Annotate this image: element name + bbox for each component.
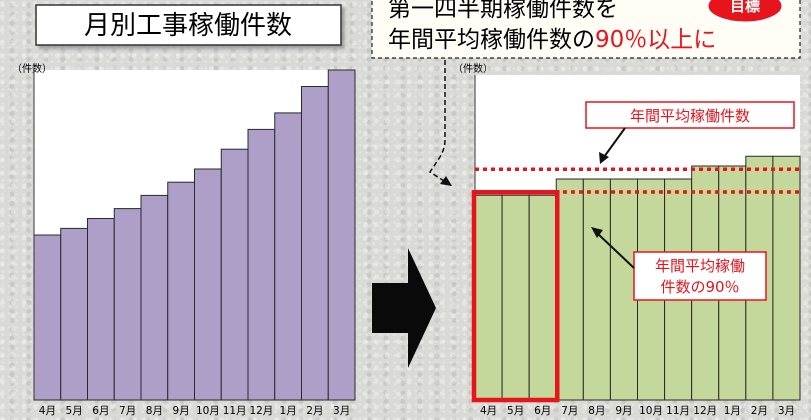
x-tick-label: 4月: [39, 405, 56, 417]
x-tick-label: 3月: [333, 405, 350, 417]
left-chart: （件数） 4月 5月 6月 7月 8月 9月 10月 11月 12月 1月 2月 3月: [12, 62, 356, 417]
right-chart: （件数） 4月 5月 6月 7月 8月 9月 10月 11月 12月 1月 2月 3月 年間平均稼働件…: [453, 62, 801, 417]
transition-arrow-icon: [372, 248, 436, 368]
callout-leader-arrowhead: [440, 176, 452, 186]
bar-2: [501, 194, 530, 401]
x-tick-label: 1月: [280, 405, 297, 417]
x-tick-label: 9月: [615, 405, 632, 417]
bar-4: [555, 178, 584, 401]
bar-9: [247, 128, 276, 401]
x-tick-label: 11月: [666, 405, 690, 417]
x-tick-label: 3月: [778, 405, 795, 417]
x-tick-label: 8月: [588, 405, 605, 417]
x-tick-label: 10月: [196, 405, 220, 417]
x-tick-label: 11月: [223, 405, 247, 417]
x-tick-label: 5月: [66, 405, 83, 417]
average-arrowhead: [599, 152, 609, 164]
x-tick-label: 12月: [249, 405, 273, 417]
average-annotation: 年間平均稼働件数: [585, 101, 795, 164]
bar-7: [194, 168, 222, 401]
callout-line1: 第一四半期稼働件数を: [388, 0, 618, 22]
goal-badge-label: 目標: [730, 0, 760, 15]
x-tick-label: 9月: [173, 405, 190, 417]
x-tick-label: 2月: [751, 405, 768, 417]
goal-callout: 第一四半期稼働件数を 年間平均稼働件数の90％以上に 目標: [371, 0, 801, 187]
x-tick-label: 7月: [561, 405, 578, 417]
x-tick-label: 6月: [92, 405, 109, 417]
x-tick-label: 6月: [534, 405, 551, 417]
first-quarter-highlight-box: [471, 190, 560, 403]
x-tick-label: 2月: [306, 405, 323, 417]
x-tick-label: 10月: [639, 405, 663, 417]
bar-8: [220, 148, 249, 401]
x-tick-label: 7月: [119, 405, 136, 417]
callout-line2-prefix: 年間平均稼働件数の: [388, 27, 595, 53]
right-y-unit-label: （件数）: [453, 62, 493, 75]
bar-5: [140, 194, 169, 401]
ninety-label-line1: 年間平均稼働: [655, 257, 745, 275]
bar-10: [274, 112, 302, 401]
x-tick-label: 1月: [724, 405, 741, 417]
callout-line2: 年間平均稼働件数の90％以上に: [388, 27, 716, 53]
callout-leader-line: [428, 60, 453, 187]
ninety-percent-annotation: 年間平均稼働 件数の90％: [591, 227, 767, 301]
bar-6: [167, 181, 195, 401]
ninety-label-line2: 件数の90％: [660, 278, 739, 296]
x-tick-label: 4月: [480, 405, 497, 417]
left-title-box: 月別工事稼働件数: [35, 4, 342, 46]
bar-1: [33, 234, 62, 401]
average-label: 年間平均稼働件数: [630, 107, 750, 125]
bar-2: [60, 227, 88, 401]
left-y-unit-label: （件数）: [12, 62, 52, 75]
bar-6: [609, 178, 638, 401]
x-tick-label: 8月: [146, 405, 163, 417]
x-tick-label: 12月: [693, 405, 717, 417]
goal-badge: 目標: [705, 0, 785, 25]
callout-line2-emphasis: 90％以上に: [595, 27, 716, 53]
bar-1: [474, 194, 503, 401]
bar-5: [582, 178, 611, 401]
left-chart-title: 月別工事稼働件数: [84, 11, 292, 41]
bar-3: [87, 218, 115, 401]
ninety-arrowhead: [591, 227, 603, 238]
bar-4: [113, 208, 142, 401]
bar-3: [528, 194, 557, 401]
x-tick-label: 5月: [507, 405, 524, 417]
bar-11: [301, 86, 329, 401]
bar-12: [327, 69, 356, 401]
bar-12: [772, 155, 801, 401]
